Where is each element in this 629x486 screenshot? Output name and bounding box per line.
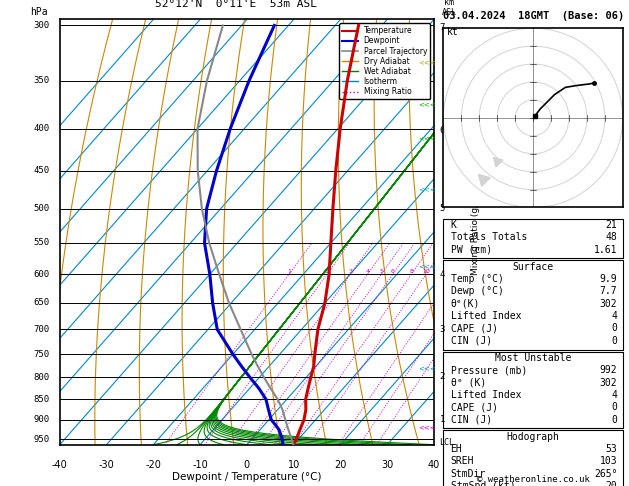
Text: LCL: LCL: [440, 437, 455, 447]
Text: 48: 48: [606, 232, 617, 242]
Text: Surface: Surface: [513, 261, 554, 272]
Text: 0: 0: [244, 460, 250, 469]
Text: 302: 302: [599, 378, 617, 387]
Text: hPa: hPa: [30, 7, 48, 17]
Text: Totals Totals: Totals Totals: [450, 232, 527, 242]
Text: 4: 4: [365, 269, 370, 274]
Text: 302: 302: [599, 299, 617, 309]
Text: © weatheronline.co.uk: © weatheronline.co.uk: [477, 474, 590, 484]
Text: -20: -20: [145, 460, 161, 469]
Text: 30: 30: [381, 460, 393, 469]
Text: 0: 0: [611, 402, 617, 412]
Text: -30: -30: [99, 460, 114, 469]
Text: Lifted Index: Lifted Index: [450, 390, 521, 400]
Text: 400: 400: [33, 124, 49, 133]
Text: PW (cm): PW (cm): [450, 244, 492, 255]
Text: CIN (J): CIN (J): [450, 415, 492, 425]
Text: 450: 450: [33, 167, 49, 175]
Text: 1.61: 1.61: [594, 244, 617, 255]
Text: 103: 103: [599, 456, 617, 467]
Text: 53: 53: [606, 444, 617, 454]
Text: EH: EH: [450, 444, 462, 454]
Text: Lifted Index: Lifted Index: [450, 311, 521, 321]
Text: 650: 650: [33, 298, 49, 308]
Text: 0: 0: [611, 323, 617, 333]
Text: 1: 1: [440, 415, 445, 424]
Text: <<<: <<<: [418, 59, 436, 65]
Text: K: K: [450, 220, 457, 230]
Text: Dewpoint / Temperature (°C): Dewpoint / Temperature (°C): [172, 472, 321, 482]
Text: θᵉ (K): θᵉ (K): [450, 378, 486, 387]
Text: 52°12'N  0°11'E  53m ASL: 52°12'N 0°11'E 53m ASL: [155, 0, 316, 9]
Text: 8: 8: [409, 269, 413, 274]
Text: kt: kt: [447, 27, 459, 37]
Text: 7: 7: [440, 23, 445, 33]
Text: 4: 4: [440, 270, 445, 278]
Text: 21: 21: [606, 220, 617, 230]
Text: 6: 6: [440, 126, 445, 135]
Text: CIN (J): CIN (J): [450, 336, 492, 346]
Text: 7.7: 7.7: [599, 286, 617, 296]
Text: Temp (°C): Temp (°C): [450, 274, 503, 284]
Text: -10: -10: [192, 460, 208, 469]
Text: <<<: <<<: [418, 263, 436, 269]
Text: 300: 300: [33, 21, 49, 30]
Text: 350: 350: [33, 76, 49, 85]
Text: <<<: <<<: [418, 102, 436, 107]
Text: StmDir: StmDir: [450, 469, 486, 479]
Text: 800: 800: [33, 373, 49, 382]
Text: 10: 10: [287, 460, 300, 469]
Text: 2: 2: [325, 269, 329, 274]
Text: 0: 0: [611, 415, 617, 425]
Text: 03.04.2024  18GMT  (Base: 06): 03.04.2024 18GMT (Base: 06): [443, 11, 625, 21]
Text: 500: 500: [33, 204, 49, 213]
Text: CAPE (J): CAPE (J): [450, 402, 498, 412]
Text: <<<: <<<: [418, 187, 436, 192]
Text: 5: 5: [440, 204, 445, 213]
Text: 3: 3: [348, 269, 352, 274]
Text: Most Unstable: Most Unstable: [495, 353, 571, 363]
Text: <<<: <<<: [418, 365, 436, 371]
Text: <<<: <<<: [418, 136, 436, 141]
Text: 10: 10: [422, 269, 430, 274]
Text: StmSpd (kt): StmSpd (kt): [450, 481, 515, 486]
Text: Dewp (°C): Dewp (°C): [450, 286, 503, 296]
Text: 850: 850: [33, 395, 49, 404]
Text: 9.9: 9.9: [599, 274, 617, 284]
Text: 1: 1: [287, 269, 291, 274]
Text: 950: 950: [33, 434, 49, 444]
Text: Pressure (mb): Pressure (mb): [450, 365, 527, 375]
Text: SREH: SREH: [450, 456, 474, 467]
Text: km
ASL: km ASL: [442, 0, 457, 17]
Text: CAPE (J): CAPE (J): [450, 323, 498, 333]
Text: 900: 900: [33, 415, 49, 424]
Text: 2: 2: [440, 372, 445, 381]
Text: 750: 750: [33, 350, 49, 359]
Text: 0: 0: [611, 336, 617, 346]
Text: 4: 4: [611, 390, 617, 400]
Text: 700: 700: [33, 325, 49, 334]
Text: 20: 20: [334, 460, 347, 469]
Text: 3: 3: [440, 325, 445, 334]
Legend: Temperature, Dewpoint, Parcel Trajectory, Dry Adiabat, Wet Adiabat, Isotherm, Mi: Temperature, Dewpoint, Parcel Trajectory…: [339, 23, 430, 99]
Text: -40: -40: [52, 460, 68, 469]
Text: 600: 600: [33, 270, 49, 278]
Text: θᵉ(K): θᵉ(K): [450, 299, 480, 309]
Text: 550: 550: [33, 239, 49, 247]
Text: 265°: 265°: [594, 469, 617, 479]
Text: 5: 5: [379, 269, 383, 274]
Text: Hodograph: Hodograph: [506, 432, 560, 442]
Text: <<<: <<<: [418, 425, 436, 431]
Text: Mixing Ratio (g/kg): Mixing Ratio (g/kg): [470, 189, 480, 275]
Text: 20: 20: [606, 481, 617, 486]
Text: 40: 40: [428, 460, 440, 469]
Text: 992: 992: [599, 365, 617, 375]
Text: 6: 6: [391, 269, 395, 274]
Text: 4: 4: [611, 311, 617, 321]
